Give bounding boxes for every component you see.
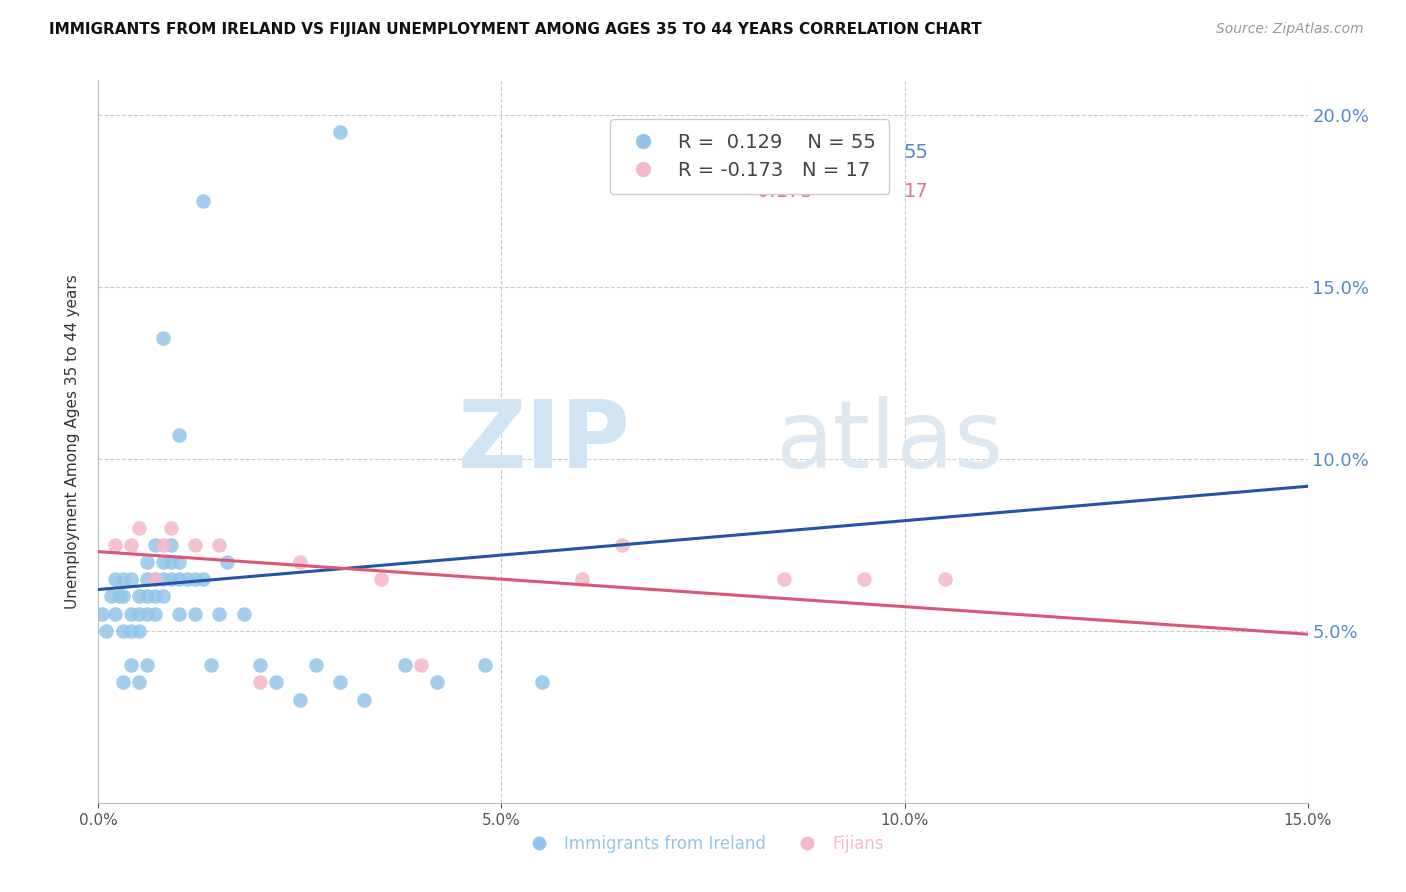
Point	[288, 555, 311, 569]
Point	[160, 538, 183, 552]
Point	[353, 692, 375, 706]
Point	[160, 555, 183, 569]
Point	[474, 658, 496, 673]
Point	[120, 658, 142, 673]
Point	[91, 607, 114, 621]
Point	[176, 572, 198, 586]
Point	[167, 607, 190, 621]
Point	[394, 658, 416, 673]
Point	[934, 572, 956, 586]
Point	[128, 675, 150, 690]
Point	[184, 538, 207, 552]
Text: ZIP: ZIP	[457, 395, 630, 488]
Point	[160, 520, 183, 534]
Point	[103, 538, 125, 552]
Text: 17: 17	[904, 182, 928, 202]
Point	[426, 675, 449, 690]
Point	[143, 538, 166, 552]
Point	[409, 658, 432, 673]
Point	[96, 624, 118, 638]
Point	[152, 590, 174, 604]
Text: 0.129: 0.129	[761, 144, 817, 162]
Point	[143, 572, 166, 586]
Point	[103, 607, 125, 621]
Point	[184, 572, 207, 586]
Point	[193, 572, 215, 586]
Point	[167, 427, 190, 442]
Point	[120, 624, 142, 638]
Point	[128, 607, 150, 621]
Point	[111, 590, 134, 604]
Point	[111, 675, 134, 690]
Point	[135, 607, 157, 621]
Point	[200, 658, 222, 673]
Y-axis label: Unemployment Among Ages 35 to 44 years: Unemployment Among Ages 35 to 44 years	[65, 274, 80, 609]
Point	[249, 658, 271, 673]
Point	[152, 331, 174, 345]
Point	[135, 590, 157, 604]
Point	[152, 538, 174, 552]
Point	[167, 572, 190, 586]
Text: Source: ZipAtlas.com: Source: ZipAtlas.com	[1216, 22, 1364, 37]
Point	[128, 590, 150, 604]
Point	[370, 572, 392, 586]
Point	[184, 607, 207, 621]
Text: IMMIGRANTS FROM IRELAND VS FIJIAN UNEMPLOYMENT AMONG AGES 35 TO 44 YEARS CORRELA: IMMIGRANTS FROM IRELAND VS FIJIAN UNEMPL…	[49, 22, 981, 37]
Point	[135, 555, 157, 569]
Point	[107, 590, 129, 604]
Point	[288, 692, 311, 706]
Point	[111, 624, 134, 638]
Point	[853, 572, 876, 586]
Point	[571, 572, 593, 586]
Point	[143, 590, 166, 604]
Point	[249, 675, 271, 690]
Point	[120, 607, 142, 621]
Point	[232, 607, 254, 621]
Point	[772, 572, 794, 586]
Text: 55: 55	[904, 144, 929, 162]
Point	[143, 572, 166, 586]
Point	[305, 658, 328, 673]
Point	[217, 555, 239, 569]
Point	[208, 538, 231, 552]
Point	[103, 572, 125, 586]
Point	[329, 125, 352, 139]
Point	[264, 675, 287, 690]
Legend: Immigrants from Ireland, Fijians: Immigrants from Ireland, Fijians	[516, 828, 890, 860]
Point	[135, 572, 157, 586]
Point	[100, 590, 122, 604]
Point	[167, 555, 190, 569]
Point	[128, 624, 150, 638]
Point	[530, 675, 553, 690]
Point	[612, 538, 634, 552]
Point	[193, 194, 215, 208]
Text: -0.173: -0.173	[751, 182, 813, 202]
Point	[143, 607, 166, 621]
Point	[160, 572, 183, 586]
Point	[329, 675, 352, 690]
Point	[120, 572, 142, 586]
Point	[135, 658, 157, 673]
Point	[208, 607, 231, 621]
Point	[152, 572, 174, 586]
Point	[111, 572, 134, 586]
Text: atlas: atlas	[776, 395, 1004, 488]
Point	[128, 520, 150, 534]
Point	[152, 555, 174, 569]
Point	[120, 538, 142, 552]
